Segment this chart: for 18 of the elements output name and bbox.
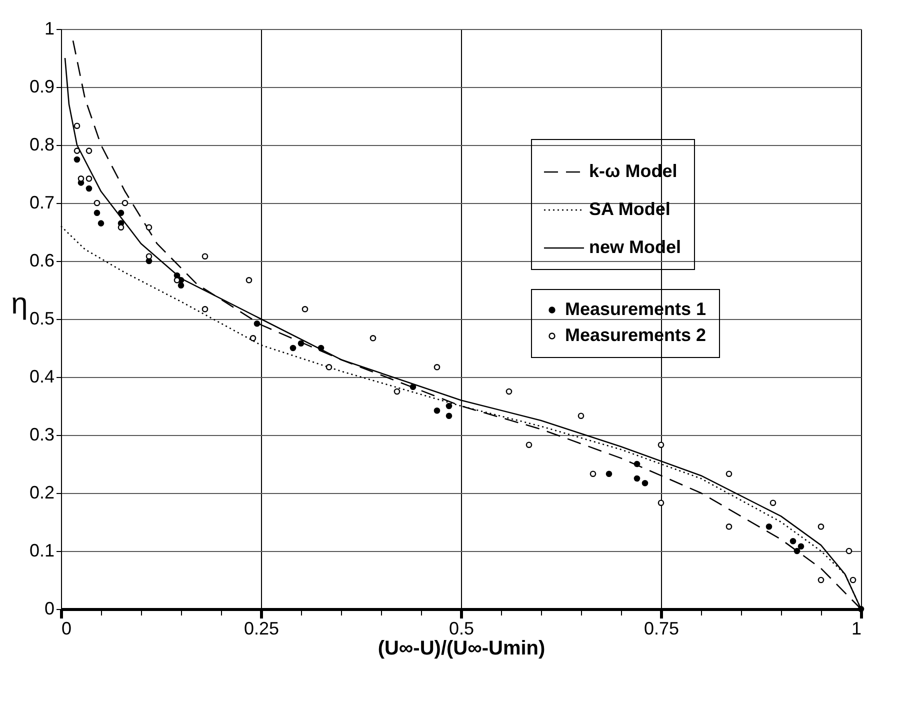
y-tick-label: 0: [44, 598, 54, 618]
y-axis-title: η: [11, 288, 28, 320]
y-tick-label: 0.3: [29, 424, 54, 444]
y-tick-label: 0.6: [29, 250, 54, 270]
y-tick-label: 0.8: [29, 134, 54, 154]
y-tick-label: 0.1: [29, 540, 54, 560]
y-tick-label: 0.9: [29, 76, 54, 96]
y-tick-label: 1: [44, 18, 54, 38]
x-tick-label: 0.75: [644, 618, 680, 638]
y-tick-label: 0.7: [29, 192, 54, 212]
x-tick-label: 0.25: [244, 618, 280, 638]
x-tick-label: 0.5: [448, 618, 474, 638]
y-tick-label: 0.4: [29, 366, 54, 386]
x-tick-label: 0: [62, 618, 72, 638]
y-tick-label: 0.5: [29, 308, 54, 328]
x-tick-label: 1: [851, 618, 862, 638]
x-axis-title: (U∞-U)/(U∞-Umin): [378, 638, 546, 660]
y-tick-label: 0.2: [29, 482, 54, 502]
